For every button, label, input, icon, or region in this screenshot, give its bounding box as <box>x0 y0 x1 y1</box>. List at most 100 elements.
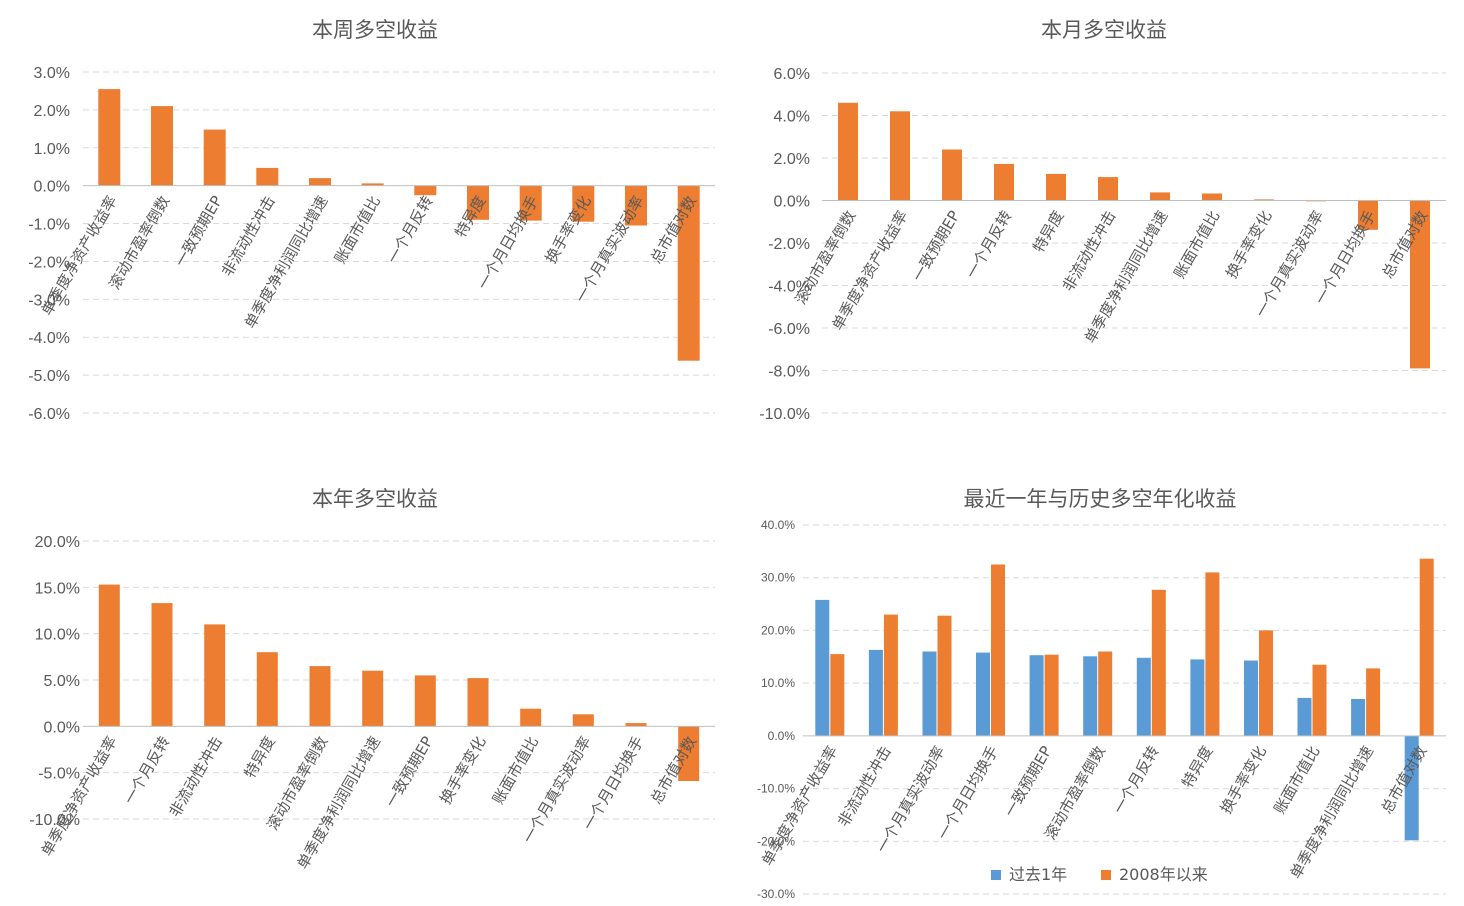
y-tick-label: 30.0% <box>761 571 795 585</box>
bar <box>1202 193 1222 201</box>
x-tick-label: 特异度 <box>1029 208 1067 256</box>
y-tick-label: 0.0% <box>34 179 70 196</box>
bar <box>361 183 384 186</box>
y-tick-label: -4.0% <box>768 279 810 296</box>
chart-title: 本年多空收益 <box>312 487 438 511</box>
y-tick-label: 2.0% <box>774 151 810 168</box>
bar <box>1046 173 1066 201</box>
bar <box>1083 656 1098 736</box>
x-tick-label: 特异度 <box>1178 743 1216 791</box>
x-tick-label: 特异度 <box>241 733 279 781</box>
legend-swatch <box>991 870 1001 880</box>
bar <box>890 111 910 201</box>
bar <box>309 666 331 727</box>
y-tick-label: -8.0% <box>768 364 810 381</box>
bar <box>830 654 845 736</box>
y-tick-label: -6.0% <box>768 321 810 338</box>
bar <box>204 624 226 727</box>
bar <box>838 102 858 201</box>
bar <box>151 106 173 186</box>
bar <box>467 678 489 727</box>
x-tick-label: 换手率变化 <box>542 193 595 267</box>
bar <box>1244 660 1258 736</box>
x-tick-label: 账面市值比 <box>1270 743 1323 817</box>
bar <box>1419 558 1434 736</box>
bar <box>815 599 830 736</box>
y-tick-label: -5.0% <box>38 766 80 783</box>
y-tick-label: -10.0% <box>757 782 795 796</box>
bar <box>1136 657 1151 736</box>
bar <box>883 614 898 736</box>
bar <box>1404 735 1419 841</box>
bar <box>1044 654 1059 736</box>
x-tick-label: 单季度净资产收益率 <box>758 743 841 869</box>
x-tick-label: 一个月反转 <box>1110 743 1163 817</box>
x-tick-label: 非流动性冲击 <box>218 193 279 280</box>
bar <box>1205 572 1220 736</box>
x-tick-label: 一个月反转 <box>120 733 173 807</box>
bar <box>1254 199 1274 201</box>
chart-4: 最近一年与历史多空年化收益 40.0% 30.0% 20.0% 10.0% 0.0% -10… <box>757 487 1446 901</box>
bar <box>1351 699 1366 736</box>
x-tick-label: 非流动性冲击 <box>166 733 227 820</box>
y-tick-label: 10.0% <box>35 627 80 644</box>
x-tick-label: 账面市值比 <box>331 193 384 267</box>
x-tick-label: 一个月反转 <box>384 193 437 267</box>
x-tick-label: 账面市值比 <box>489 733 542 807</box>
bar <box>677 185 700 361</box>
y-tick-label: -2.0% <box>28 254 70 271</box>
bar <box>976 652 990 736</box>
bar <box>256 167 279 186</box>
y-tick-label: 0.0% <box>768 729 796 743</box>
y-tick-label: 15.0% <box>35 580 80 597</box>
y-tick-label: 0.0% <box>774 194 810 211</box>
bar <box>1098 651 1113 736</box>
chart-title: 本月多空收益 <box>1041 18 1167 42</box>
chart-1: 本周多空收益 3.0% 2.0% 1.0% 0.0% -1.0% -2.0% -3.0% -4.… <box>28 18 715 423</box>
legend-swatch <box>1101 870 1111 880</box>
x-tick-label: 换手率变化 <box>436 733 489 807</box>
legend-label: 过去1年 <box>1009 865 1067 884</box>
chart-2: 本月多空收益 6.0% 4.0% 2.0% 0.0% -2.0% -4.0% -6.0% -8.… <box>759 18 1446 423</box>
y-tick-label: -2.0% <box>768 236 810 253</box>
bar <box>1358 200 1378 230</box>
bar <box>942 149 962 201</box>
bar <box>1029 655 1044 736</box>
y-tick-label: -10.0% <box>759 406 810 423</box>
y-tick-label: 6.0% <box>774 66 810 83</box>
bar <box>203 129 226 186</box>
bar <box>520 708 542 727</box>
bar <box>678 726 700 781</box>
bar <box>572 185 595 222</box>
bar <box>1150 192 1170 201</box>
y-tick-label: -30.0% <box>757 887 795 901</box>
bar <box>414 185 437 196</box>
y-tick-label: 4.0% <box>774 109 810 126</box>
y-tick-label: 10.0% <box>761 676 795 690</box>
chart-title: 最近一年与历史多空年化收益 <box>964 487 1237 511</box>
bar <box>994 163 1014 201</box>
y-tick-label: -20.0% <box>757 834 795 848</box>
x-tick-label: 一个月反转 <box>962 208 1015 282</box>
y-tick-label: 0.0% <box>44 719 80 736</box>
bar <box>625 723 647 727</box>
bar <box>1410 200 1430 369</box>
bar <box>256 652 278 727</box>
y-tick-label: 40.0% <box>761 518 795 532</box>
y-tick-label: -3.0% <box>28 292 70 309</box>
bar <box>98 89 121 186</box>
y-tick-label: 20.0% <box>35 534 80 551</box>
x-tick-label: 一致预期EP <box>171 193 226 270</box>
y-tick-label: -1.0% <box>28 217 70 234</box>
x-tick-label: 非流动性冲击 <box>1059 208 1120 295</box>
bar <box>151 603 173 727</box>
bar <box>309 178 331 186</box>
bar <box>98 584 120 727</box>
x-tick-label: 总市值对数 <box>1378 743 1431 817</box>
bar <box>1312 664 1327 736</box>
x-tick-label: 非流动性冲击 <box>834 743 895 830</box>
y-tick-label: -6.0% <box>28 406 70 423</box>
bar <box>1151 589 1166 736</box>
y-tick-label: 2.0% <box>34 103 70 120</box>
